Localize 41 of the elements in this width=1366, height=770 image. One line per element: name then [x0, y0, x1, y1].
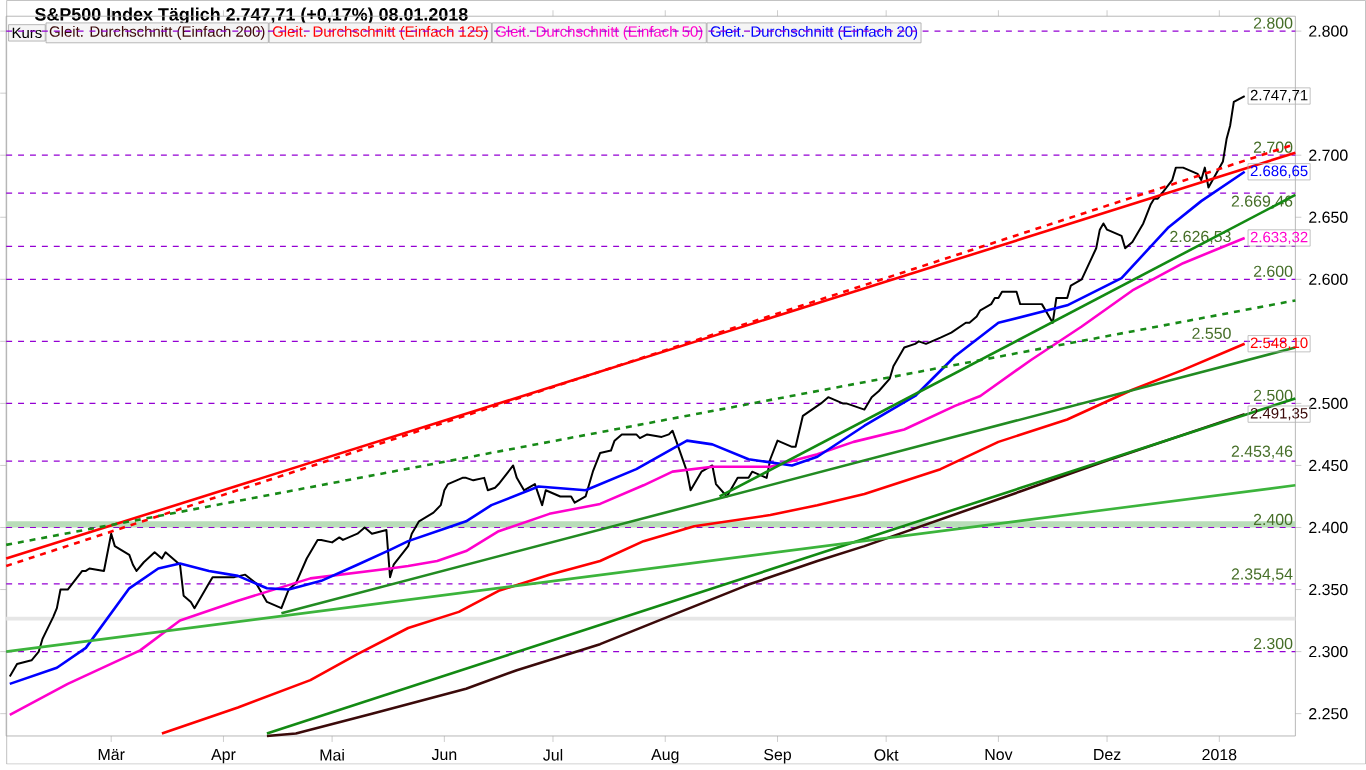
x-tick-label: Dez [1094, 748, 1121, 761]
ref-line-label: 2.600 [1253, 265, 1293, 277]
x-tick-label: Aug [651, 748, 679, 764]
text: Gleit. Durchschnitt (Einfach 50) [495, 25, 703, 40]
text: Gleit. Durchschnitt (Einfach 125) [272, 25, 488, 40]
data-label: 2.747,71 [1250, 89, 1308, 103]
x-tick-label: Apr [211, 748, 236, 764]
text: Gleit. Durchschnitt (Einfach 200) [49, 25, 265, 40]
ref-line-label: 2.800 [1253, 17, 1293, 29]
data-label: 2.548,10 [1250, 337, 1308, 350]
y-tick-label: 2.400 [1309, 521, 1348, 534]
x-tick-label: Jul [543, 748, 563, 761]
ref-line-label: 2.550 [1192, 327, 1231, 339]
y-tick-label: 2.800 [1309, 25, 1348, 37]
ref-line-label: 2.453,46 [1231, 445, 1293, 459]
ref-line-label: 2.354,54 [1231, 568, 1293, 582]
x-tick-label: Okt [874, 748, 899, 761]
y-tick-label: 2.300 [1309, 645, 1348, 658]
x-tick-label: Sep [764, 748, 792, 764]
ref-line-label: 2.300 [1253, 637, 1293, 650]
y-tick-label: 2.700 [1309, 149, 1348, 161]
data-label: 2.491,35 [1250, 407, 1308, 421]
x-tick-label: 2018 [1202, 748, 1237, 761]
data-label: 2.686,65 [1250, 165, 1308, 178]
text: Gleit. Durchschnitt (Einfach 20) [710, 25, 918, 40]
y-tick-label: 2.350 [1309, 583, 1348, 596]
text: Kurs [12, 27, 42, 39]
y-tick-label: 2.500 [1309, 397, 1348, 410]
y-tick-label: 2.650 [1309, 211, 1348, 223]
y-tick-label: 2.600 [1309, 273, 1348, 285]
x-tick-label: Mär [98, 748, 125, 761]
x-tick-label: Nov [985, 748, 1013, 761]
x-tick-label: Mai [320, 748, 344, 761]
y-tick-label: 2.250 [1309, 707, 1348, 720]
ref-line-label: 2.500 [1253, 389, 1293, 402]
chart-title: S&P500 Index Täglich 2.747,71 (+0,17%) 08.01.2018 [34, 7, 468, 25]
data-label: 2.633,32 [1250, 231, 1308, 245]
x-tick-label: Jun [431, 748, 457, 761]
ref-line-label: 2.400 [1253, 513, 1293, 526]
y-tick-label: 2.450 [1309, 459, 1348, 472]
ref-line-label: 2.700 [1253, 141, 1293, 153]
